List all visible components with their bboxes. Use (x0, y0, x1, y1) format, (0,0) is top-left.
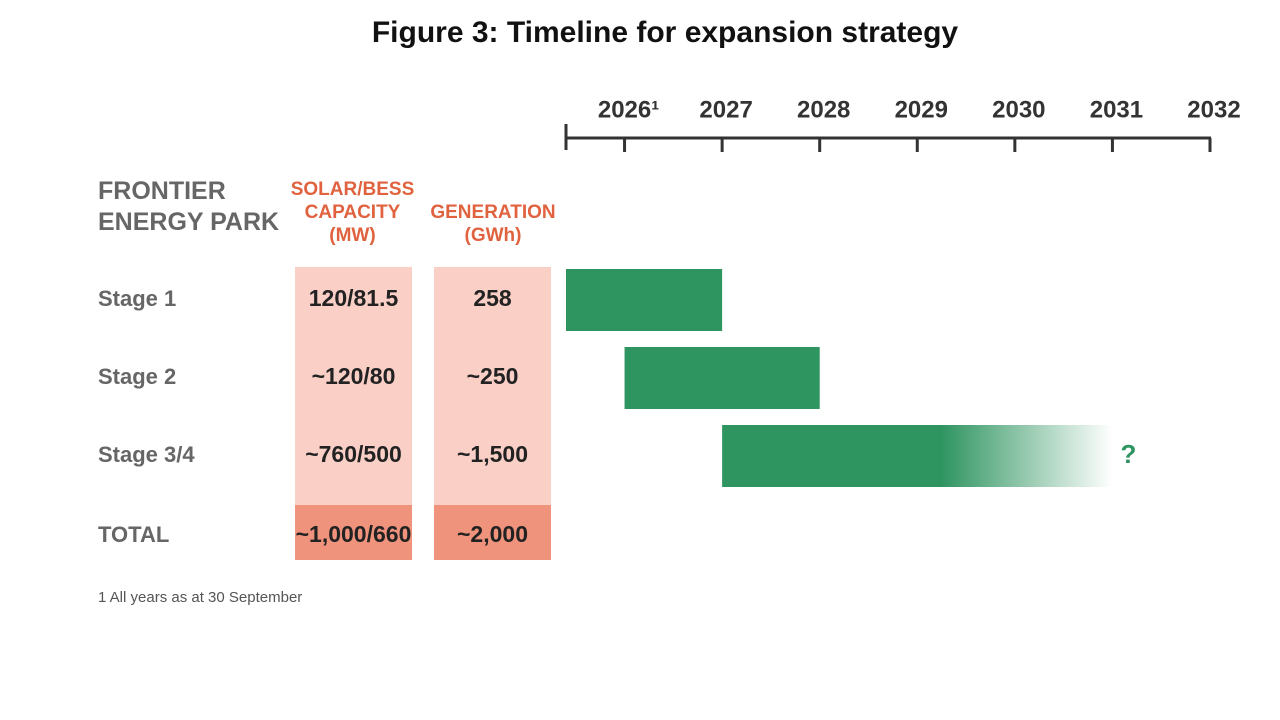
cell: ~250 (467, 363, 519, 389)
column-header: SOLAR/BESS CAPACITY (MW) (290, 179, 415, 246)
cell: ~760/500 (305, 441, 402, 467)
x-tick-label: 2026¹ (598, 96, 659, 123)
timeline-bar (722, 425, 1113, 487)
timeline-bar (566, 269, 723, 331)
cell: ~2,000 (457, 521, 528, 547)
row-label: Stage 1 (98, 286, 176, 311)
x-tick-label: 2028 (797, 96, 850, 123)
cell: 120/81.5 (309, 285, 399, 311)
x-tick-label: 2027 (699, 96, 752, 123)
timeline-bar (624, 347, 820, 409)
total-background (434, 505, 551, 560)
cell: ~1,000/660 (296, 521, 412, 547)
x-tick-label: 2032 (1187, 96, 1240, 123)
x-tick-label: 2029 (895, 96, 948, 123)
annotation: ? (1120, 439, 1136, 469)
cell: 258 (473, 285, 512, 311)
cell: ~120/80 (312, 363, 396, 389)
cell: ~1,500 (457, 441, 528, 467)
x-tick-label: 2030 (992, 96, 1045, 123)
column-background (295, 267, 412, 505)
footnote: 1 All years as at 30 September (98, 589, 302, 606)
row-label: Stage 3/4 (98, 442, 195, 467)
row-label: TOTAL (98, 522, 169, 547)
column-background (434, 267, 551, 505)
x-tick-label: 2031 (1090, 96, 1143, 123)
chart-title: Figure 3: Timeline for expansion strateg… (372, 16, 959, 49)
row-header: FRONTIER ENERGY PARK (98, 177, 280, 236)
column-header: GENERATION (GWh) (430, 202, 556, 246)
total-background (295, 505, 412, 560)
row-label: Stage 2 (98, 364, 176, 389)
